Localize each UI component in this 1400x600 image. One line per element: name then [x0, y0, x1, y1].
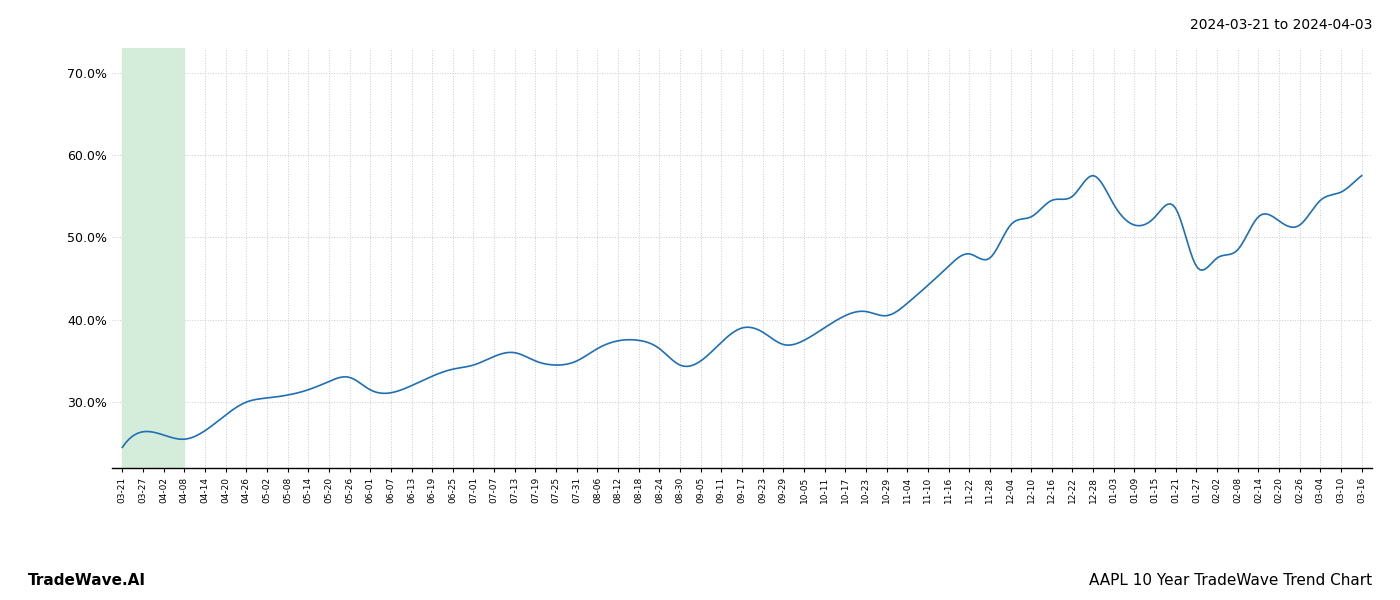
Text: TradeWave.AI: TradeWave.AI	[28, 573, 146, 588]
Bar	[122, 48, 185, 468]
Text: AAPL 10 Year TradeWave Trend Chart: AAPL 10 Year TradeWave Trend Chart	[1089, 573, 1372, 588]
Text: 2024-03-21 to 2024-04-03: 2024-03-21 to 2024-04-03	[1190, 18, 1372, 32]
